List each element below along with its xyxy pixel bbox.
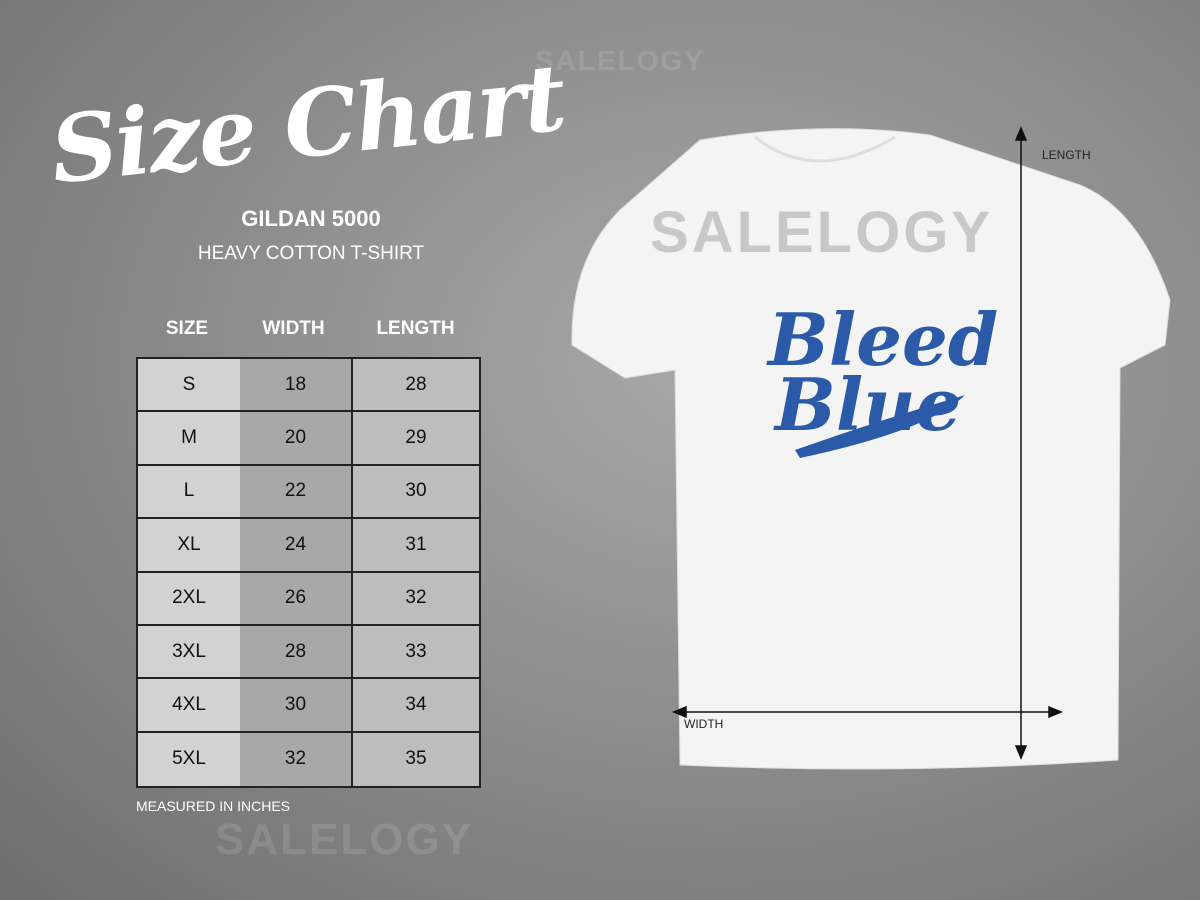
cell-width: 20 [240,412,353,464]
table-row: L 22 30 [138,465,479,520]
cell-width: 26 [240,572,353,624]
width-arrow [672,705,1063,719]
cell-width: 30 [240,679,353,731]
size-table: S 18 28 M 20 29 L 22 30 XL 24 31 2XL 26 32 3XL 28 33 4XL 30… [136,357,481,789]
table-row: 2XL 26 32 [138,572,479,626]
product-subtitle: HEAVY COTTON T-SHIRT [197,243,425,264]
cell-size: 5XL [138,732,240,787]
table-row: S 18 28 [138,359,479,413]
cell-width: 24 [240,519,353,571]
cell-length: 29 [353,412,479,464]
cell-size: XL [138,519,240,571]
cell-width: 32 [240,732,353,787]
table-row: 3XL 28 33 [138,625,479,680]
table-row: M 20 29 [138,412,479,466]
table-row: XL 24 31 [138,519,479,573]
header-length: LENGTH [376,318,455,339]
cell-size: S [138,359,240,411]
shirt-collar [754,135,896,163]
watermark-top: SALELOGY [535,45,706,76]
header-size: SIZE [165,318,209,339]
length-label: LENGTH [1042,148,1091,162]
cell-length: 34 [353,679,479,731]
width-label: WIDTH [684,717,723,731]
cell-length: 31 [353,519,479,571]
cell-length: 28 [353,359,479,411]
header-width: WIDTH [262,318,325,339]
cell-length: 32 [353,572,479,624]
cell-width: 28 [240,625,353,678]
design-swoosh [795,395,965,458]
brand-name: GILDAN 5000 [241,206,381,231]
cell-size: M [138,412,240,464]
cell-width: 18 [240,359,353,411]
cell-size: 3XL [138,625,240,678]
cell-size: 4XL [138,679,240,731]
shirt-watermark: SALELOGY [650,200,993,265]
length-arrow [1014,126,1028,760]
units-note: MEASURED IN INCHES [136,798,291,814]
cell-size: L [138,465,240,518]
cell-size: 2XL [138,572,240,624]
cell-length: 30 [353,465,479,518]
table-row: 4XL 30 34 [138,679,479,733]
cell-length: 33 [353,625,479,678]
cell-width: 22 [240,465,353,518]
cell-length: 35 [353,732,479,787]
table-row: 5XL 32 35 [138,732,479,787]
watermark-bottom: SALELOGY [215,815,474,864]
design-text-line-1: Bleed [766,297,998,382]
